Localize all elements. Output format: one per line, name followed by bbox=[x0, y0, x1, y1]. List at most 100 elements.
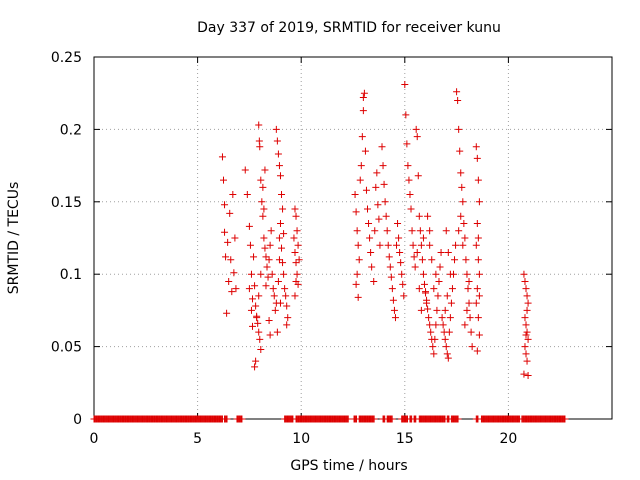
data-point bbox=[368, 263, 376, 271]
data-point bbox=[473, 154, 481, 162]
data-point bbox=[221, 228, 229, 236]
data-point bbox=[290, 234, 298, 242]
data-point bbox=[293, 270, 301, 278]
data-point bbox=[255, 292, 263, 300]
data-point bbox=[218, 153, 226, 161]
data-point bbox=[251, 363, 259, 371]
y-tick-label: 0.25 bbox=[51, 50, 82, 66]
data-point bbox=[293, 227, 301, 235]
data-point bbox=[257, 176, 265, 184]
data-point bbox=[464, 285, 472, 293]
data-point bbox=[224, 238, 232, 246]
data-point bbox=[228, 288, 236, 296]
data-point bbox=[283, 321, 291, 329]
data-point bbox=[259, 183, 267, 191]
data-point bbox=[380, 180, 388, 188]
data-point bbox=[246, 241, 254, 249]
y-tick-label: 0 bbox=[73, 412, 82, 428]
data-point bbox=[417, 241, 425, 249]
data-point bbox=[459, 198, 467, 206]
data-point bbox=[279, 205, 287, 213]
data-point bbox=[292, 212, 300, 220]
data-point bbox=[221, 201, 229, 209]
data-point bbox=[443, 350, 451, 358]
data-point bbox=[474, 314, 482, 322]
data-point bbox=[463, 270, 471, 278]
data-point bbox=[276, 220, 284, 228]
data-point bbox=[268, 270, 276, 278]
data-point bbox=[406, 191, 414, 199]
data-point bbox=[425, 314, 433, 322]
data-point bbox=[378, 143, 386, 151]
data-points bbox=[90, 81, 569, 423]
data-point bbox=[456, 147, 464, 155]
data-point bbox=[352, 280, 360, 288]
data-point bbox=[413, 248, 421, 256]
data-point bbox=[292, 277, 300, 285]
data-point bbox=[523, 328, 531, 336]
data-point bbox=[253, 314, 261, 322]
data-point bbox=[521, 343, 529, 351]
data-point bbox=[274, 277, 282, 285]
data-point bbox=[444, 248, 452, 256]
data-point bbox=[382, 212, 390, 220]
data-point bbox=[433, 306, 441, 314]
data-point bbox=[354, 241, 362, 249]
data-point bbox=[467, 328, 475, 336]
data-point bbox=[366, 234, 374, 242]
data-point bbox=[227, 256, 235, 264]
data-point bbox=[247, 306, 255, 314]
data-point bbox=[475, 292, 483, 300]
data-point bbox=[429, 343, 437, 351]
data-point bbox=[465, 299, 473, 307]
data-point bbox=[520, 370, 528, 378]
data-point bbox=[451, 256, 459, 264]
data-point bbox=[393, 241, 401, 249]
data-point bbox=[460, 220, 468, 228]
data-point bbox=[261, 244, 269, 252]
data-point bbox=[295, 256, 303, 264]
data-point bbox=[522, 350, 530, 358]
data-point bbox=[270, 292, 278, 300]
data-point bbox=[412, 125, 420, 133]
data-point bbox=[352, 208, 360, 216]
data-point bbox=[275, 234, 283, 242]
data-point bbox=[379, 162, 387, 170]
data-point bbox=[409, 241, 417, 249]
data-point bbox=[353, 270, 361, 278]
data-point bbox=[472, 241, 480, 249]
data-point bbox=[386, 263, 394, 271]
data-point bbox=[455, 227, 463, 235]
data-point bbox=[397, 259, 405, 267]
data-point bbox=[360, 89, 368, 97]
data-point bbox=[257, 270, 265, 278]
data-point bbox=[255, 328, 263, 336]
data-point bbox=[475, 198, 483, 206]
data-point bbox=[402, 111, 410, 119]
data-point bbox=[374, 201, 382, 209]
data-point bbox=[280, 230, 288, 238]
data-point bbox=[430, 285, 438, 293]
data-point bbox=[400, 292, 408, 300]
data-point bbox=[390, 306, 398, 314]
data-point bbox=[267, 227, 275, 235]
data-point bbox=[262, 282, 270, 290]
data-point bbox=[266, 241, 274, 249]
data-point bbox=[371, 227, 379, 235]
data-point bbox=[259, 212, 267, 220]
data-point bbox=[252, 302, 260, 310]
data-point bbox=[473, 347, 481, 355]
y-tick-label: 0.2 bbox=[60, 122, 82, 138]
data-point bbox=[448, 285, 456, 293]
data-point bbox=[255, 121, 263, 129]
data-point bbox=[231, 234, 239, 242]
grid-lines bbox=[94, 57, 612, 419]
data-point bbox=[278, 244, 286, 252]
data-point bbox=[275, 256, 283, 264]
data-point bbox=[419, 234, 427, 242]
data-point bbox=[423, 296, 431, 304]
data-point bbox=[276, 172, 284, 180]
data-point bbox=[472, 143, 480, 151]
data-point bbox=[266, 331, 274, 339]
